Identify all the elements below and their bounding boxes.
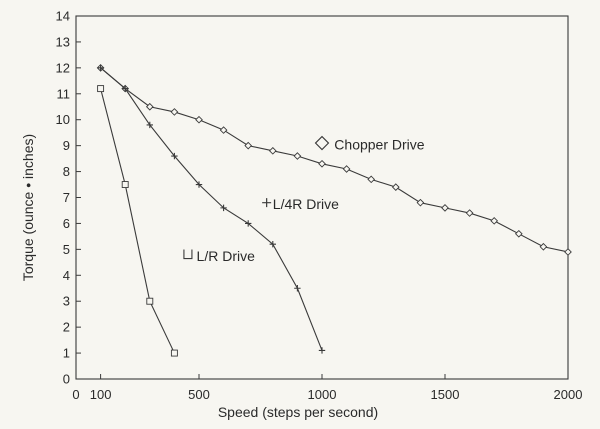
data-point [122, 85, 129, 92]
data-point [318, 159, 326, 168]
data-point [97, 85, 105, 93]
data-point [269, 240, 276, 248]
y-tick-label: 0 [63, 372, 70, 387]
data-point [170, 108, 179, 116]
data-point [245, 220, 252, 227]
series-line [100, 67, 323, 351]
data-point [441, 204, 449, 212]
y-tick-label: 11 [57, 86, 71, 101]
data-point [294, 285, 301, 292]
y-tick-label: 6 [63, 216, 70, 231]
data-point [170, 349, 178, 357]
x-tick-label: 1500 [431, 387, 460, 402]
data-point [219, 126, 228, 134]
data-point [367, 175, 376, 184]
data-point [490, 216, 499, 225]
y-tick-label: 1 [63, 346, 70, 361]
y-tick-label: 14 [56, 9, 70, 24]
x-tick-label: 500 [188, 387, 210, 402]
y-tick-label: 10 [56, 112, 70, 127]
data-point [121, 181, 129, 188]
annotation-square-icon [183, 249, 193, 260]
data-point [268, 146, 277, 155]
y-tick-label: 3 [63, 294, 70, 309]
series-line [100, 88, 175, 354]
y-tick-label: 13 [56, 34, 70, 49]
series-annotation-label: Chopper Drive [334, 137, 424, 153]
y-tick-label: 5 [63, 242, 70, 257]
data-point [564, 248, 572, 256]
annotation-plus-icon [262, 198, 272, 208]
x-tick-label: 2000 [554, 387, 583, 402]
y-tick-label: 9 [63, 138, 70, 153]
data-point [416, 198, 425, 207]
data-point [539, 242, 548, 251]
series-annotation-label: L/R Drive [197, 248, 256, 264]
data-point [220, 204, 227, 212]
data-point [146, 297, 154, 305]
data-point [318, 347, 326, 354]
y-tick-label: 12 [56, 60, 70, 75]
data-point [171, 152, 178, 160]
data-point [514, 229, 523, 238]
data-point [195, 181, 203, 188]
y-tick-label: 8 [63, 164, 70, 179]
data-point [293, 152, 302, 160]
x-tick-label: 1000 [308, 387, 337, 402]
series-line [100, 67, 569, 253]
y-axis-title: Torque (ounce • inches) [20, 134, 36, 281]
annotation-diamond-icon [314, 135, 330, 151]
x-axis-title: Speed (steps per second) [218, 404, 378, 420]
x-tick-label: 100 [90, 387, 112, 402]
y-tick-label: 2 [63, 320, 70, 335]
data-point [244, 141, 253, 150]
data-point [195, 115, 203, 124]
data-point [342, 165, 351, 173]
data-point [145, 102, 154, 111]
data-point [391, 183, 400, 191]
data-point [146, 121, 153, 129]
y-tick-label: 4 [63, 268, 70, 283]
x-tick-label: 0 [72, 387, 79, 402]
data-point [465, 209, 474, 217]
series-annotation-label: L/4R Drive [273, 196, 339, 212]
data-point [97, 64, 104, 72]
y-tick-label: 7 [63, 190, 70, 205]
